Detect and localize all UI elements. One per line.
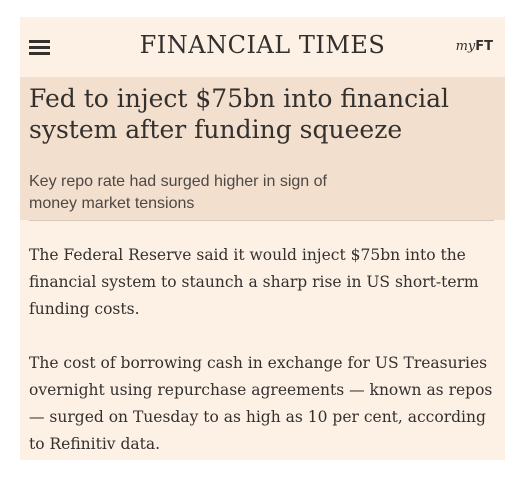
hamburger-menu-icon[interactable] xyxy=(29,40,50,56)
article-body: The Federal Reserve said it would inject… xyxy=(29,242,495,460)
article-paragraph: The Federal Reserve said it would inject… xyxy=(29,246,479,318)
myft-suffix: FT xyxy=(475,39,493,54)
myft-prefix: my xyxy=(455,39,476,54)
article-screen: FINANCIAL TIMES myFT Fed to inject $75bn… xyxy=(20,17,505,460)
divider xyxy=(29,220,494,221)
financial-times-logo[interactable]: FINANCIAL TIMES xyxy=(139,31,386,59)
article-standfirst: Key repo rate had surged higher in sign … xyxy=(29,173,327,212)
article-header: Fed to inject $75bn into financial syste… xyxy=(20,77,505,220)
site-header: FINANCIAL TIMES myFT xyxy=(20,17,505,77)
article-headline: Fed to inject $75bn into financial syste… xyxy=(29,84,449,144)
myft-link[interactable]: myFT xyxy=(456,39,493,54)
article-paragraph: The cost of borrowing cash in exchange f… xyxy=(29,354,493,453)
